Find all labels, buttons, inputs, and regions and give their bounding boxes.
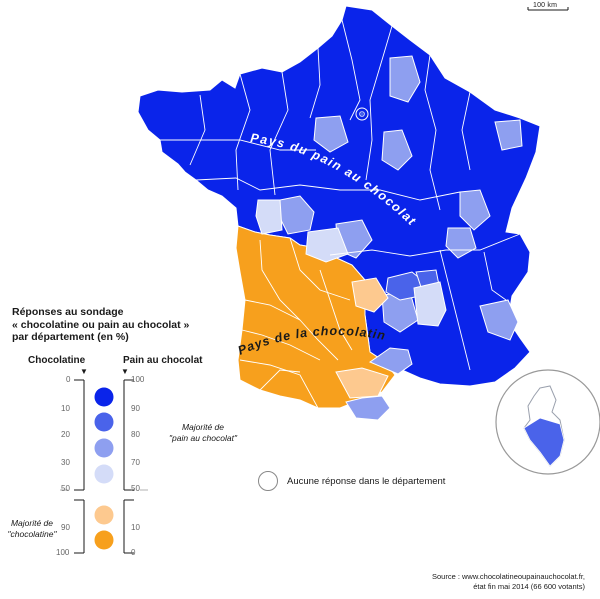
legend-swatch-choco-90-100 <box>94 530 114 550</box>
legend-gauge <box>60 379 148 554</box>
legend-header-pain: Pain au chocolat <box>123 355 203 366</box>
legend-note-pain-line2: "pain au chocolat" <box>169 432 237 443</box>
legend-note-pain-line1: Majorité de <box>181 422 225 432</box>
legend-title-line3: par département (en %) <box>12 331 129 343</box>
tick-right: 10 <box>131 523 140 532</box>
tick-left: 10 <box>61 404 70 413</box>
tick-left: 0 <box>66 375 71 384</box>
source-line2: état fin mai 2014 (66 600 votants) <box>473 581 585 591</box>
tick-right: 0 <box>131 548 136 557</box>
arrow-down-icon: ▼ <box>121 367 129 376</box>
tick-left: 20 <box>61 430 70 439</box>
tick-right: 50 <box>131 484 140 493</box>
legend-note-choco: Majorité de "chocolatine" <box>4 518 60 539</box>
tick-left: 30 <box>61 458 70 467</box>
legend-note-pain: Majorité de "pain au chocolat" <box>148 422 258 443</box>
legend-swatch-pain-50-70 <box>94 464 114 484</box>
legend-swatch-pain-70-80 <box>94 438 114 458</box>
choco-50-90-departments <box>335 277 389 399</box>
source-line1: Source : www.chocolatineoupainauchocolat… <box>431 572 585 581</box>
legend-swatch-no-response <box>258 471 278 491</box>
legend-swatch-pain-80-90 <box>94 412 114 432</box>
legend-swatch-pain-90-100 <box>94 387 114 407</box>
legend-header-chocolatine: Chocolatine <box>28 355 86 366</box>
source-note: Source : www.chocolatineoupainauchocolat… <box>432 572 585 591</box>
legend-note-choco-line2: "chocolatine" <box>7 528 57 539</box>
tick-left: 100 <box>56 548 70 557</box>
tick-right: 90 <box>131 404 140 413</box>
arrow-down-icon: ▼ <box>80 367 88 376</box>
tick-left: 50 <box>61 484 70 493</box>
legend-title-line1: Réponses au sondage <box>12 306 124 318</box>
legend-title-line2: « chocolatine ou pain au chocolat » <box>12 318 190 331</box>
tick-right: 70 <box>131 458 140 467</box>
scale-bar <box>527 7 569 11</box>
tick-left: 90 <box>61 523 70 532</box>
tick-right: 100 <box>131 375 145 384</box>
legend-note-choco-line1: Majorité de <box>10 518 54 528</box>
pain-70-80-departments <box>279 55 561 463</box>
legend-title: Réponses au sondage « chocolatine ou pai… <box>12 306 227 344</box>
no-response-label: Aucune réponse dans le département <box>287 476 446 487</box>
paris-area <box>355 107 369 121</box>
pain-50-70-departments <box>255 199 447 327</box>
tick-right: 80 <box>131 430 140 439</box>
corsica-inset <box>495 369 600 475</box>
department-boundaries <box>160 19 521 409</box>
scale-label: 100 km <box>533 2 558 9</box>
legend-swatch-choco-50-90 <box>94 505 114 525</box>
south-france-region <box>235 225 396 409</box>
